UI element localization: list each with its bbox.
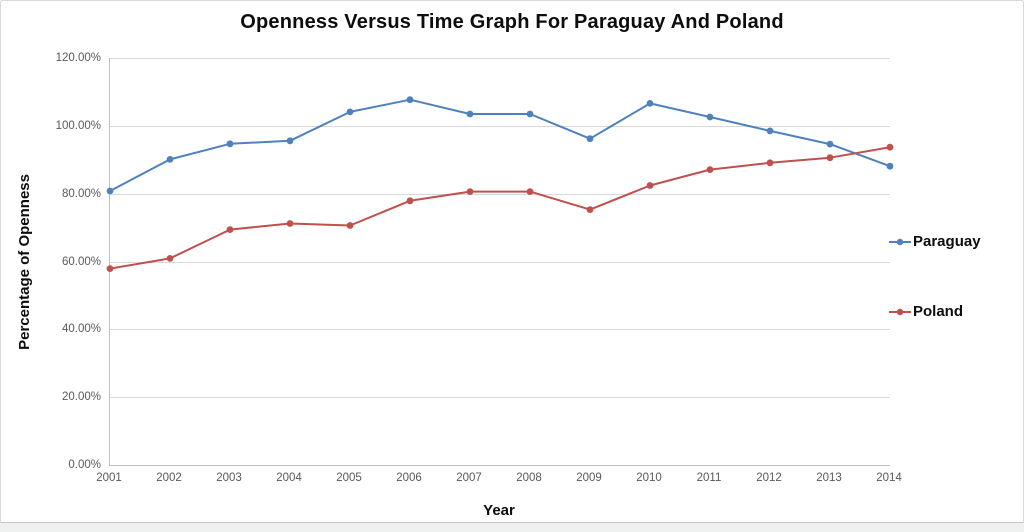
x-tick-label: 2009	[576, 472, 602, 484]
y-tick-label: 20.00%	[61, 391, 101, 404]
x-tick-label: 2005	[336, 472, 362, 484]
poland-data-point	[406, 197, 414, 205]
x-tick-label: 2012	[756, 472, 782, 484]
x-tick-label: 2014	[876, 472, 902, 484]
paraguay-data-point	[586, 135, 594, 143]
poland-data-point	[526, 188, 534, 196]
gridline	[110, 193, 890, 195]
gridline	[110, 397, 890, 399]
y-tick-label: 60.00%	[61, 255, 101, 268]
paraguay-data-point	[286, 137, 294, 145]
paraguay-data-point	[166, 156, 174, 163]
series-plot	[106, 96, 894, 272]
x-axis-title: Year	[483, 502, 515, 519]
poland-data-point	[226, 226, 234, 234]
paraguay-data-point	[706, 113, 714, 121]
legend-item-poland: Poland	[889, 303, 963, 320]
poland-data-point	[166, 255, 174, 262]
paraguay-data-point	[646, 100, 654, 107]
x-tick-label: 2007	[456, 472, 482, 484]
x-tick-label: 2011	[696, 472, 722, 484]
legend-item-paraguay: Paraguay	[889, 233, 981, 250]
paraguay-data-point	[346, 108, 354, 116]
poland-data-point	[766, 159, 774, 167]
plot-area	[106, 58, 894, 466]
paraguay-data-point	[406, 96, 414, 104]
page-background-strip	[0, 523, 1024, 532]
x-tick-label: 2001	[96, 472, 122, 484]
paraguay-line	[109, 98, 891, 192]
paraguay-data-point	[886, 162, 894, 170]
poland-line	[109, 146, 891, 270]
poland-data-point	[106, 265, 114, 272]
y-tick-label: 120.00%	[55, 52, 101, 64]
poland-data-point	[826, 154, 834, 162]
paraguay-legend-marker-icon	[889, 238, 911, 245]
poland-data-point	[346, 222, 354, 229]
poland-data-point	[646, 182, 654, 189]
y-tick-label: 0.00%	[68, 459, 101, 471]
paraguay-data-point	[466, 110, 474, 118]
gridline	[110, 261, 890, 263]
gridline	[110, 329, 890, 331]
x-tick-label: 2013	[816, 472, 842, 484]
poland-data-point	[286, 220, 294, 227]
y-tick-label: 40.00%	[61, 323, 101, 336]
y-tick-label: 100.00%	[55, 119, 101, 132]
x-tick-label: 2006	[396, 472, 422, 484]
x-tick-label: 2004	[276, 472, 302, 484]
legend-label-paraguay: Paraguay	[913, 233, 981, 250]
paraguay-data-point	[826, 140, 834, 148]
paraguay-data-point	[226, 140, 234, 148]
chart-title: Openness Versus Time Graph For Paraguay …	[240, 11, 784, 33]
paraguay-data-point	[766, 127, 774, 135]
poland-data-point	[586, 206, 594, 214]
legend-label-poland: Poland	[913, 303, 964, 320]
gridline	[110, 125, 890, 127]
x-tick-label: 2003	[216, 472, 242, 484]
poland-data-point	[706, 166, 714, 173]
poland-data-point	[466, 188, 474, 196]
y-tick-label: 80.00%	[61, 187, 101, 200]
paraguay-data-point	[106, 187, 114, 195]
x-tick-label: 2010	[636, 472, 662, 484]
poland-legend-marker-icon	[889, 308, 911, 315]
gridline	[110, 58, 890, 59]
x-tick-label: 2002	[156, 472, 182, 484]
x-tick-label: 2008	[516, 472, 542, 484]
paraguay-data-point	[526, 110, 534, 118]
poland-data-point	[886, 143, 894, 151]
